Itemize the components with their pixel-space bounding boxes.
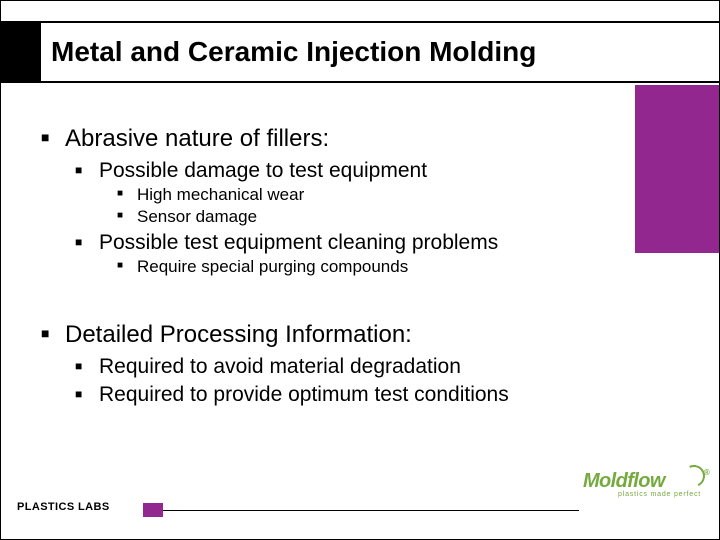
bullet-lvl3: Sensor damage	[117, 207, 629, 227]
bullet-lvl3: Require special purging compounds	[117, 257, 629, 277]
footer: PLASTICS LABS Moldflow ® plastics made p…	[1, 489, 719, 517]
bullet-lvl3: High mechanical wear	[117, 185, 629, 205]
logo-text: Moldflow	[583, 470, 665, 492]
slide-title: Metal and Ceramic Injection Molding	[51, 36, 536, 68]
footer-purple-block	[143, 503, 163, 517]
bullet-lvl2: Possible test equipment cleaning problem…	[75, 231, 629, 255]
slide: Metal and Ceramic Injection Molding Abra…	[0, 0, 720, 540]
moldflow-logo: Moldflow ® plastics made perfect	[583, 471, 701, 507]
spacer	[41, 279, 629, 307]
bullet-lvl1: Detailed Processing Information:	[41, 321, 629, 349]
bullet-lvl2: Required to provide optimum test conditi…	[75, 383, 629, 407]
bullet-lvl2: Required to avoid material degradation	[75, 355, 629, 379]
footer-divider	[163, 510, 579, 511]
logo-wordmark: Moldflow ®	[583, 471, 701, 491]
bullet-lvl2: Possible damage to test equipment	[75, 159, 629, 183]
header-black-block	[1, 21, 41, 83]
side-purple-band	[635, 85, 719, 253]
footer-label: PLASTICS LABS	[17, 501, 110, 513]
header-band: Metal and Ceramic Injection Molding	[1, 21, 719, 83]
logo-registered: ®	[704, 469, 709, 477]
logo-tagline: plastics made perfect	[583, 491, 701, 498]
title-box: Metal and Ceramic Injection Molding	[41, 21, 719, 83]
bullet-lvl1: Abrasive nature of fillers:	[41, 125, 629, 153]
content-area: Abrasive nature of fillers: Possible dam…	[41, 111, 629, 409]
